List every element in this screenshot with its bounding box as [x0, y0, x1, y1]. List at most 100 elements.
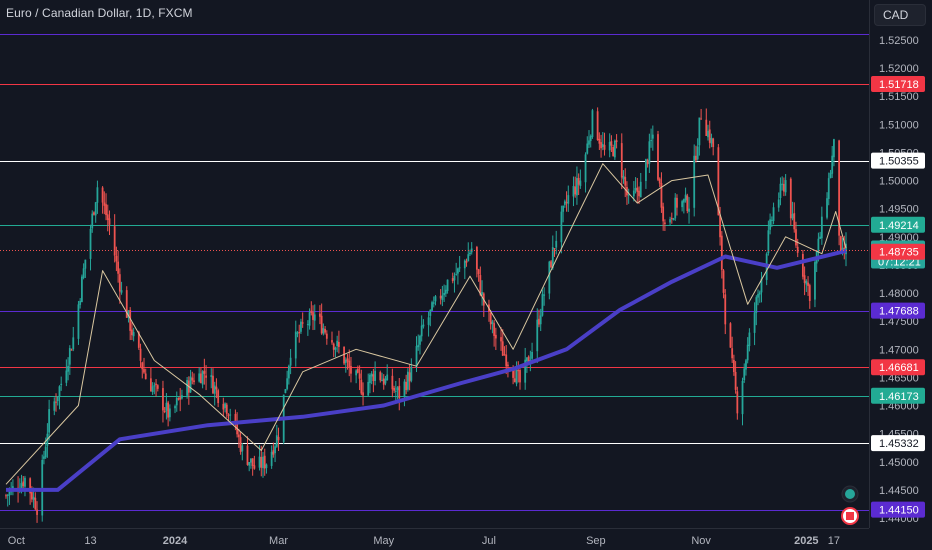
candle-body: [408, 372, 411, 382]
candle-body: [344, 359, 347, 363]
candle-body: [343, 346, 345, 364]
candle-body: [670, 217, 673, 219]
candle-body: [465, 261, 468, 263]
candle-body: [541, 294, 544, 316]
candle-body: [758, 292, 761, 295]
candle-body: [143, 369, 145, 373]
candle-body: [334, 347, 337, 350]
price-tick-label: 1.52500: [879, 35, 919, 47]
candle-body: [439, 295, 442, 299]
candle-body: [193, 380, 195, 383]
candle-body: [793, 213, 796, 230]
candle-body: [127, 310, 130, 318]
candle-body: [467, 254, 470, 262]
candle-body: [489, 312, 492, 325]
candle-body: [369, 374, 371, 384]
globe-icon[interactable]: [841, 485, 859, 503]
candle-body: [577, 177, 580, 185]
candle-body: [732, 359, 735, 373]
candle-body: [469, 252, 471, 255]
candle-body: [700, 118, 703, 120]
candle-body: [203, 370, 206, 374]
candle-body: [394, 390, 397, 392]
candle-body: [260, 456, 263, 468]
candle-body: [722, 270, 725, 293]
bid-price-label: 1.48735: [879, 247, 919, 259]
candle-body: [745, 360, 747, 370]
candle-body: [381, 380, 383, 382]
candle-body: [43, 456, 45, 459]
currency-button[interactable]: CAD: [874, 4, 926, 26]
candle-body: [705, 119, 708, 136]
candle-body: [444, 289, 447, 294]
candle-body: [77, 304, 80, 339]
candle-body: [396, 387, 399, 391]
candle-body: [379, 372, 382, 381]
candle-body: [120, 290, 123, 293]
candle-body: [129, 309, 132, 331]
candle-body: [524, 359, 527, 383]
price-tick-label: 1.51000: [879, 119, 919, 131]
candle-body: [229, 414, 232, 416]
candle-body: [662, 206, 665, 222]
candle-body: [513, 378, 516, 383]
flag-icon[interactable]: [841, 507, 859, 525]
candle-body: [695, 155, 697, 161]
candle-body: [41, 460, 44, 516]
candle-body: [65, 370, 68, 383]
candle-body: [588, 140, 590, 145]
candle-body: [826, 198, 828, 218]
candle-body: [253, 465, 256, 469]
candle-body: [603, 144, 606, 150]
candle-body: [286, 378, 289, 389]
candle-body: [386, 374, 389, 381]
candle-body: [250, 458, 252, 463]
candle-body: [451, 278, 454, 282]
candle-body: [741, 380, 744, 415]
price-tick-label: 1.45000: [879, 457, 919, 469]
candle-body: [263, 455, 266, 469]
candle-body: [406, 371, 409, 390]
candle-body: [79, 300, 82, 305]
candle-body: [772, 207, 775, 222]
candle-body: [224, 403, 226, 408]
candle-body: [833, 139, 835, 158]
candle-body: [676, 197, 678, 208]
candle-body: [724, 294, 727, 325]
candle-body: [562, 205, 565, 212]
candle-body: [586, 143, 589, 154]
candle-body: [20, 483, 23, 490]
candle-body: [681, 201, 684, 208]
candle-body: [405, 381, 408, 390]
candle-body: [565, 202, 568, 204]
candle-body: [234, 413, 237, 421]
candle-body: [272, 450, 275, 455]
candle-body: [795, 229, 797, 246]
candle-body: [755, 297, 758, 313]
candle-body: [698, 117, 701, 146]
candle-body: [298, 331, 301, 334]
candle-body: [453, 275, 456, 281]
candle-body: [113, 226, 116, 256]
candle-body: [391, 375, 394, 390]
candle-body: [708, 129, 711, 143]
red-level-1-label-bg: [871, 75, 925, 92]
candle-body: [769, 219, 772, 230]
candle-body: [5, 495, 7, 497]
candle-body: [258, 456, 261, 468]
candle-body: [358, 373, 361, 379]
candle-body: [712, 138, 715, 148]
candle-body: [70, 349, 73, 351]
purple-level-2-label: 1.47688: [879, 306, 919, 318]
candle-body: [757, 294, 759, 298]
candle-body: [682, 199, 685, 203]
candle-body: [153, 385, 156, 387]
candle-body: [501, 341, 504, 356]
candle-body: [356, 368, 359, 373]
candle-body: [80, 276, 83, 303]
candle-body: [410, 366, 413, 381]
candle-body: [29, 478, 32, 494]
candle-body: [548, 261, 551, 294]
